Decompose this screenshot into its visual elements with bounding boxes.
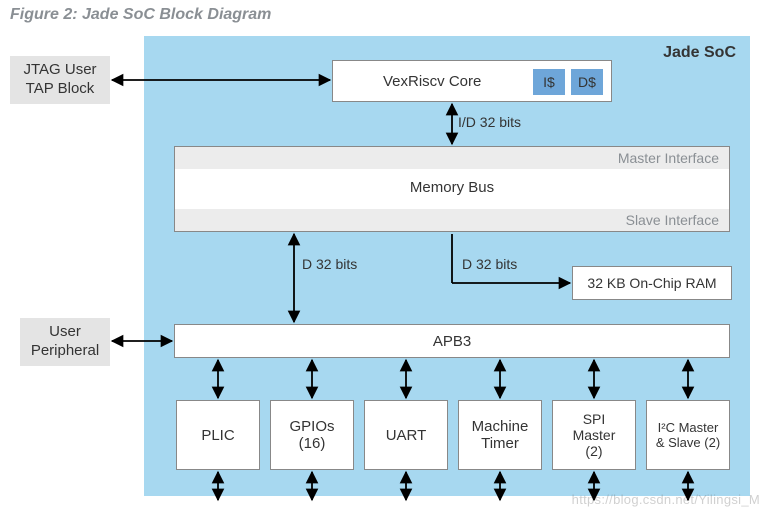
watermark: https://blog.csdn.net/Yilingsi_M: [572, 492, 760, 507]
periph-machine-timer: Machine Timer: [458, 400, 542, 470]
soc-title: Jade SoC: [663, 44, 736, 62]
figure-title: Figure 2: Jade SoC Block Diagram: [10, 6, 271, 24]
periph-plic: PLIC: [176, 400, 260, 470]
periph-label: (16): [289, 435, 334, 452]
core-label: VexRiscv Core: [383, 73, 481, 90]
memory-bus: Master Interface Memory Bus Slave Interf…: [174, 146, 730, 232]
jtag-label-1: JTAG User: [23, 61, 96, 80]
jtag-block: JTAG User TAP Block: [10, 56, 110, 104]
slave-interface-band: Slave Interface: [175, 209, 729, 231]
onchip-ram: 32 KB On-Chip RAM: [572, 266, 732, 300]
periph-label: I²C Master: [656, 420, 720, 435]
master-interface-band: Master Interface: [175, 147, 729, 169]
apb3-bus: APB3: [174, 324, 730, 358]
periph-i2c: I²C Master & Slave (2): [646, 400, 730, 470]
user-periph-label-2: Peripheral: [31, 342, 99, 361]
periph-label: & Slave (2): [656, 435, 720, 450]
periph-gpios: GPIOs (16): [270, 400, 354, 470]
periph-uart: UART: [364, 400, 448, 470]
user-periph-label-1: User: [31, 323, 99, 342]
periph-label: SPI: [573, 411, 616, 427]
periph-label: PLIC: [201, 427, 234, 444]
periph-label: Master: [573, 427, 616, 443]
periph-label: GPIOs: [289, 418, 334, 435]
periph-label: (2): [573, 443, 616, 459]
dcache-badge: D$: [571, 69, 603, 95]
periph-label: Machine: [472, 418, 529, 435]
periph-label: Timer: [472, 435, 529, 452]
vexriscv-core: VexRiscv Core I$ D$: [332, 60, 612, 102]
periph-spi-master: SPI Master (2): [552, 400, 636, 470]
icache-badge: I$: [533, 69, 565, 95]
memory-bus-label: Memory Bus: [175, 179, 729, 196]
user-peripheral-block: User Peripheral: [20, 318, 110, 366]
jtag-label-2: TAP Block: [23, 80, 96, 99]
edge-label-bus-apb: D 32 bits: [302, 256, 357, 272]
edge-label-core-bus: I/D 32 bits: [458, 114, 521, 130]
edge-label-bus-ram: D 32 bits: [462, 256, 517, 272]
periph-label: UART: [386, 427, 427, 444]
